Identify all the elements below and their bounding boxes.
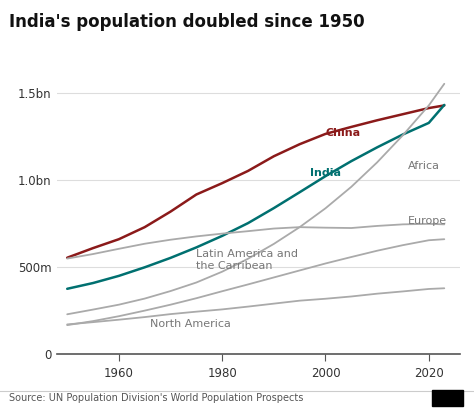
Text: North America: North America [150, 319, 231, 329]
Text: Source: UN Population Division's World Population Prospects: Source: UN Population Division's World P… [9, 393, 304, 403]
Text: Europe: Europe [408, 216, 447, 226]
Text: Africa: Africa [408, 161, 440, 171]
Text: BBC: BBC [435, 393, 460, 403]
Text: India: India [310, 168, 341, 178]
Text: Latin America and
the Carribean: Latin America and the Carribean [196, 249, 298, 271]
Text: China: China [326, 128, 361, 138]
Text: India's population doubled since 1950: India's population doubled since 1950 [9, 13, 365, 30]
